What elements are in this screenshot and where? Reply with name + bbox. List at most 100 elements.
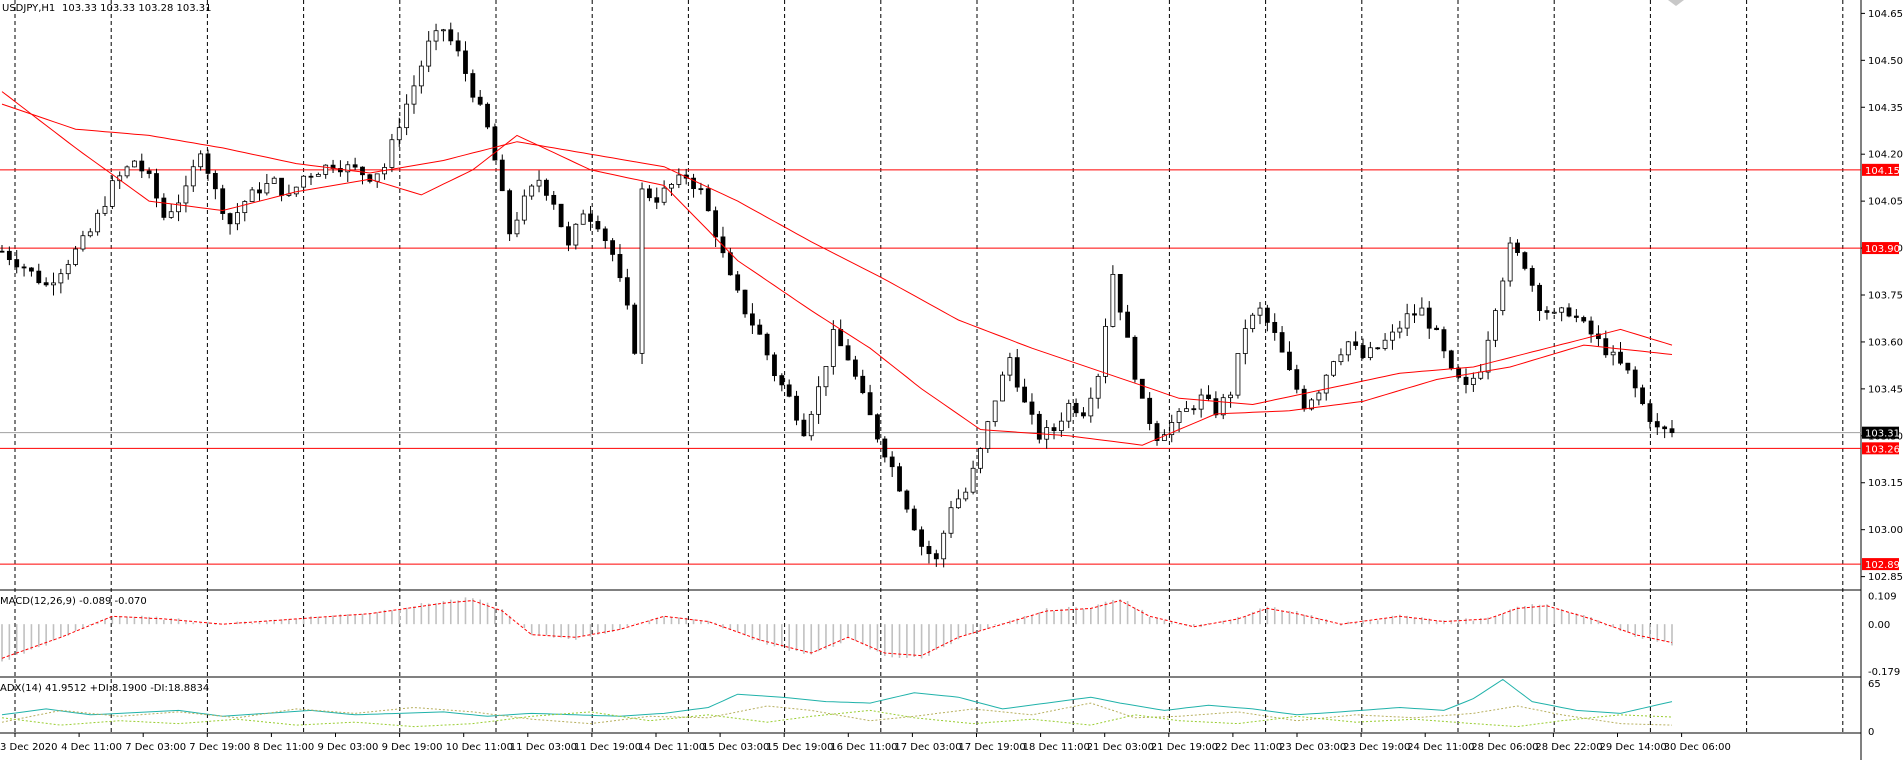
candle[interactable] [235, 203, 240, 231]
candle[interactable] [396, 117, 402, 147]
candle[interactable] [418, 60, 424, 94]
candle[interactable] [404, 94, 410, 136]
candle[interactable] [639, 182, 645, 364]
candle[interactable] [1257, 301, 1263, 325]
candle[interactable] [0, 245, 5, 253]
candle[interactable] [1014, 349, 1020, 392]
candle[interactable] [1242, 319, 1248, 365]
candle[interactable] [742, 289, 748, 318]
candle[interactable] [875, 413, 880, 443]
candle[interactable] [367, 173, 373, 184]
candle[interactable] [433, 23, 439, 51]
candle[interactable] [1088, 387, 1094, 423]
candle[interactable] [1029, 393, 1035, 425]
candle[interactable] [345, 161, 351, 183]
candle[interactable] [323, 164, 329, 179]
candle[interactable] [1522, 251, 1528, 271]
candle[interactable] [1507, 236, 1513, 287]
candle[interactable] [698, 182, 704, 195]
candle[interactable] [1250, 312, 1256, 333]
candle[interactable] [1235, 353, 1241, 399]
candle[interactable] [1132, 335, 1138, 383]
candle[interactable] [1529, 265, 1535, 292]
candle[interactable] [242, 200, 248, 222]
candle[interactable] [1191, 405, 1197, 415]
candle[interactable] [1566, 303, 1572, 318]
candle[interactable] [485, 102, 490, 130]
candle[interactable] [477, 90, 483, 106]
candle[interactable] [1382, 333, 1388, 351]
candle[interactable] [1537, 282, 1542, 321]
candle[interactable] [955, 489, 961, 509]
candle[interactable] [1647, 400, 1653, 429]
candle[interactable] [978, 447, 983, 474]
candle[interactable] [301, 175, 307, 192]
candle[interactable] [95, 209, 101, 236]
candle[interactable] [1426, 301, 1432, 339]
adx-pane[interactable]: ADX(14) 41.9512 +DI:8.1900 -DI:18.8834 [0, 678, 1673, 728]
candle[interactable] [161, 193, 167, 221]
candle[interactable] [529, 184, 535, 200]
candle[interactable] [941, 530, 947, 568]
candle[interactable] [271, 176, 277, 184]
candle[interactable] [264, 173, 270, 196]
candle[interactable] [1470, 372, 1476, 392]
candle[interactable] [1397, 320, 1403, 339]
candle[interactable] [1588, 316, 1594, 343]
candle[interactable] [360, 166, 365, 185]
candle[interactable] [580, 209, 586, 225]
candle[interactable] [1331, 360, 1336, 377]
candle[interactable] [794, 390, 799, 426]
candle[interactable] [1272, 313, 1278, 341]
candle[interactable] [1573, 309, 1579, 323]
candle[interactable] [1316, 390, 1322, 406]
candle[interactable] [1618, 342, 1623, 366]
candle[interactable] [1294, 364, 1300, 394]
candle[interactable] [1125, 304, 1130, 338]
candle[interactable] [1184, 400, 1189, 412]
candle[interactable] [669, 182, 674, 196]
candle[interactable] [338, 160, 343, 177]
candle[interactable] [1103, 318, 1108, 384]
candle[interactable] [190, 159, 196, 192]
candle[interactable] [948, 500, 954, 538]
candle[interactable] [1419, 297, 1425, 316]
candle[interactable] [1669, 419, 1675, 438]
candle[interactable] [1463, 368, 1469, 394]
candle[interactable] [1441, 326, 1447, 359]
candle[interactable] [499, 154, 505, 192]
candle[interactable] [963, 487, 969, 502]
candle[interactable] [1287, 341, 1292, 371]
candle[interactable] [779, 373, 785, 392]
candle[interactable] [1345, 340, 1351, 362]
candle[interactable] [65, 259, 71, 280]
candle[interactable] [470, 69, 476, 103]
candle[interactable] [212, 170, 218, 200]
candle[interactable] [139, 153, 145, 179]
candle[interactable] [749, 303, 755, 334]
candle[interactable] [1058, 412, 1064, 437]
candle[interactable] [1412, 304, 1417, 324]
candle[interactable] [1367, 341, 1373, 361]
candle[interactable] [632, 302, 638, 355]
candle[interactable] [205, 149, 211, 181]
candle[interactable] [713, 206, 719, 248]
candle[interactable] [1022, 378, 1027, 403]
candle[interactable] [1169, 414, 1175, 443]
candle[interactable] [617, 244, 623, 282]
candle[interactable] [882, 436, 888, 463]
candle[interactable] [757, 319, 763, 335]
candle[interactable] [21, 263, 27, 277]
candle[interactable] [1640, 384, 1645, 406]
candle[interactable] [595, 215, 601, 232]
candle[interactable] [566, 221, 571, 252]
candle[interactable] [389, 133, 395, 173]
candle[interactable] [1206, 385, 1211, 402]
candle[interactable] [1434, 325, 1439, 331]
candle[interactable] [1581, 315, 1587, 324]
candle[interactable] [1176, 408, 1182, 433]
candle[interactable] [933, 549, 939, 567]
candle[interactable] [507, 188, 513, 242]
candle[interactable] [168, 203, 174, 219]
macd-pane[interactable]: MACD(12,26,9) -0.089 -0.070 [0, 596, 1673, 662]
